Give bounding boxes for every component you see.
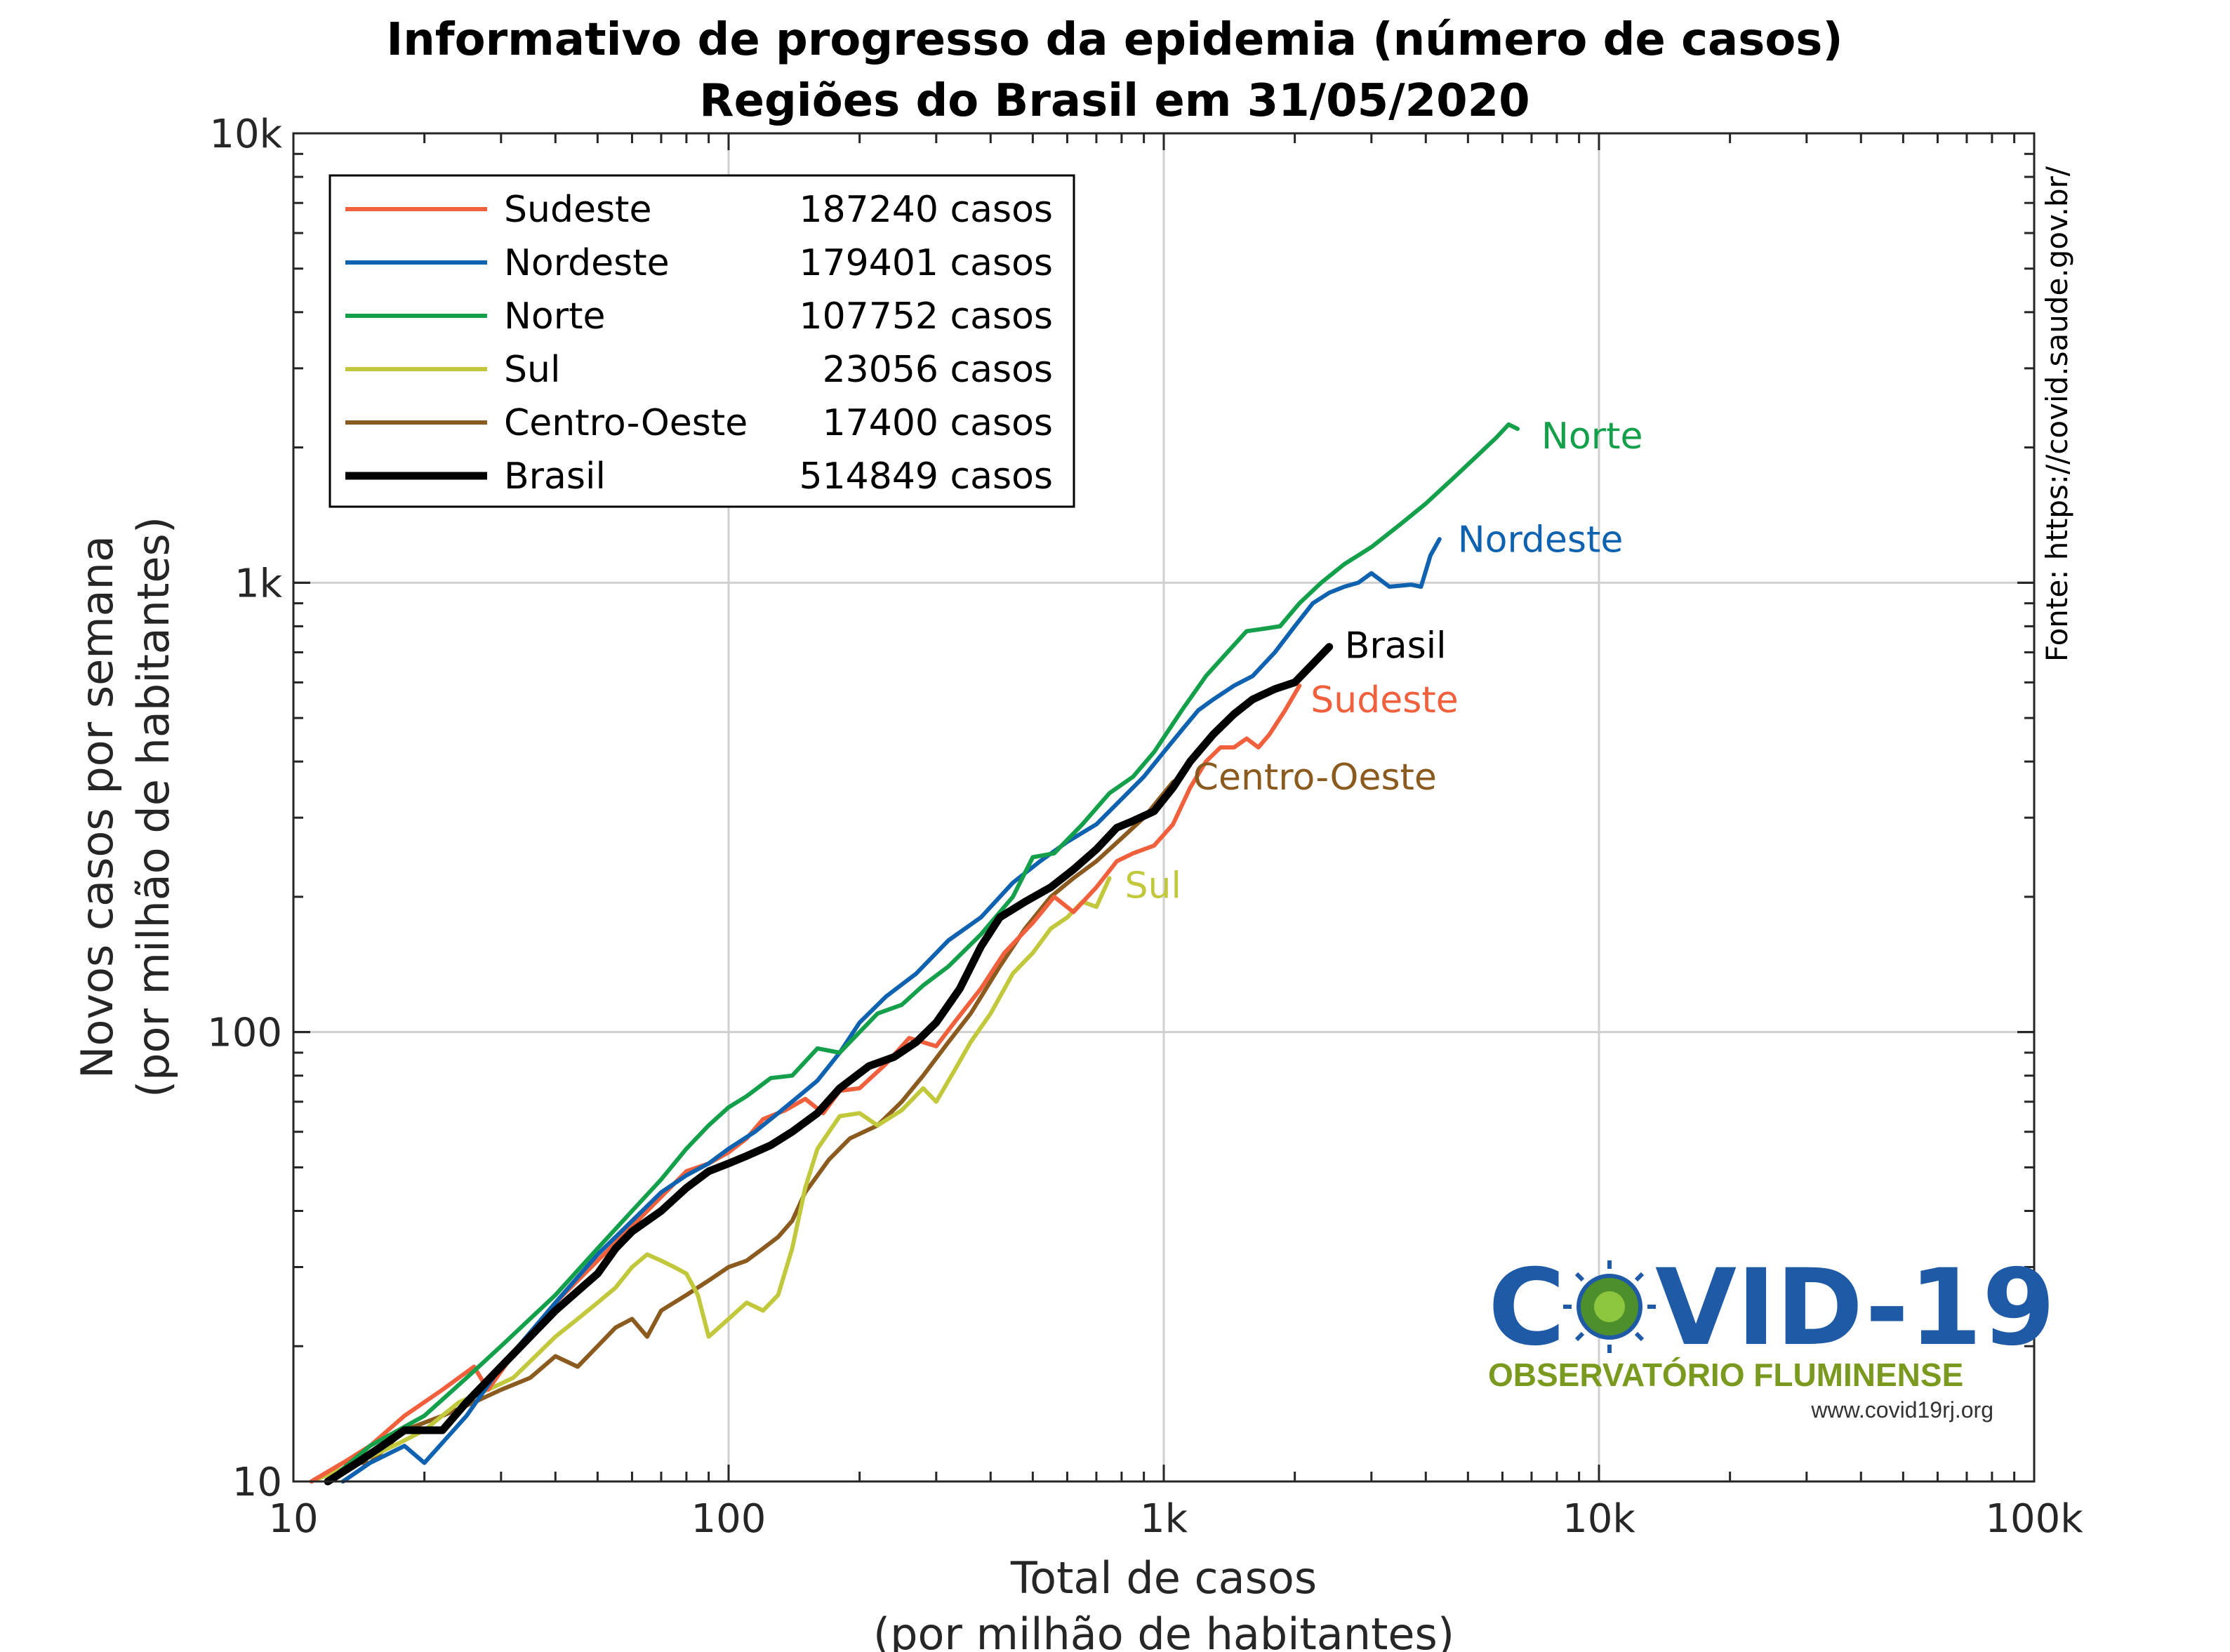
logo-text-right: VID-19 bbox=[1655, 1247, 2055, 1369]
y-axis-label-sub: (por milhão de habitantes) bbox=[128, 517, 179, 1098]
y-tick-label: 1k bbox=[234, 561, 283, 606]
end-label-brasil: Brasil bbox=[1345, 625, 1447, 667]
y-tick-label: 10k bbox=[209, 112, 282, 157]
legend-series-name: Nordeste bbox=[504, 242, 670, 284]
series-line-brasil bbox=[324, 643, 1334, 1486]
series-line-centro-oeste bbox=[309, 774, 1184, 1484]
x-tick-label: 10k bbox=[1562, 1496, 1635, 1542]
source-note: Fonte: https://covid.saude.gov.br/ bbox=[2040, 166, 2074, 662]
y-axis-label: Novos casos por semana bbox=[72, 535, 123, 1079]
end-label-sudeste: Sudeste bbox=[1310, 679, 1458, 721]
end-label-centro-oeste: Centro-Oeste bbox=[1193, 757, 1437, 799]
legend-case-count: 107752 casos bbox=[799, 295, 1054, 338]
x-tick-label: 100 bbox=[691, 1496, 766, 1542]
series-line-norte bbox=[326, 422, 1520, 1484]
logo-subtitle: OBSERVATÓRIO FLUMINENSE bbox=[1488, 1357, 1963, 1393]
legend-series-name: Brasil bbox=[504, 455, 606, 498]
series-line-sul bbox=[309, 876, 1112, 1484]
plot-frame bbox=[292, 132, 2036, 1483]
legend-case-count: 23056 casos bbox=[823, 349, 1053, 391]
x-tick-label: 1k bbox=[1140, 1496, 1188, 1542]
legend-series-name: Norte bbox=[504, 295, 605, 338]
chart-title: Informativo de progresso da epidemia (nú… bbox=[386, 14, 1843, 66]
x-tick-label: 10 bbox=[268, 1496, 318, 1542]
y-tick-label: 100 bbox=[207, 1011, 282, 1056]
y-tick-label: 10 bbox=[232, 1460, 282, 1505]
end-label-norte: Norte bbox=[1541, 415, 1642, 458]
end-labels: Sudeste Nordeste Norte Sul Centro-Oeste Brasi… bbox=[1125, 415, 1643, 907]
legend-case-count: 179401 casos bbox=[799, 242, 1054, 284]
logo-text-left: C bbox=[1488, 1247, 1565, 1369]
virus-icon bbox=[1563, 1260, 1656, 1353]
legend-case-count: 514849 casos bbox=[799, 455, 1054, 498]
end-label-nordeste: Nordeste bbox=[1458, 519, 1624, 561]
end-label-sul: Sul bbox=[1125, 865, 1181, 907]
legend-box bbox=[328, 174, 1075, 508]
series-layer bbox=[309, 422, 1520, 1486]
legend-case-count: 187240 casos bbox=[799, 189, 1054, 231]
x-tick-label: 100k bbox=[1985, 1496, 2083, 1542]
series-line-nordeste bbox=[340, 537, 1442, 1484]
legend-case-count: 17400 casos bbox=[823, 402, 1053, 444]
legend: Sudeste 187240 casos Nordeste 179401 casos N… bbox=[328, 174, 1075, 508]
covid19-logo: C VID-19 OBSERVATÓRIO FLUMINENSE www.cov… bbox=[1488, 1247, 2055, 1423]
tick-labels: 10 100 1k 10k 100k 10 100 1k 10k bbox=[207, 112, 2083, 1542]
x-axis-label-sub: (por milhão de habitantes) bbox=[873, 1608, 1454, 1652]
series-line-sudeste bbox=[309, 684, 1302, 1484]
legend-series-name: Sudeste bbox=[504, 189, 651, 231]
x-axis-label: Total de casos bbox=[1010, 1552, 1317, 1604]
logo-url: www.covid19rj.org bbox=[1810, 1397, 1993, 1423]
legend-series-name: Centro-Oeste bbox=[504, 402, 748, 444]
chart-subtitle: Regiões do Brasil em 31/05/2020 bbox=[699, 75, 1529, 127]
grid-layer bbox=[293, 133, 2034, 1481]
legend-series-name: Sul bbox=[504, 349, 560, 391]
